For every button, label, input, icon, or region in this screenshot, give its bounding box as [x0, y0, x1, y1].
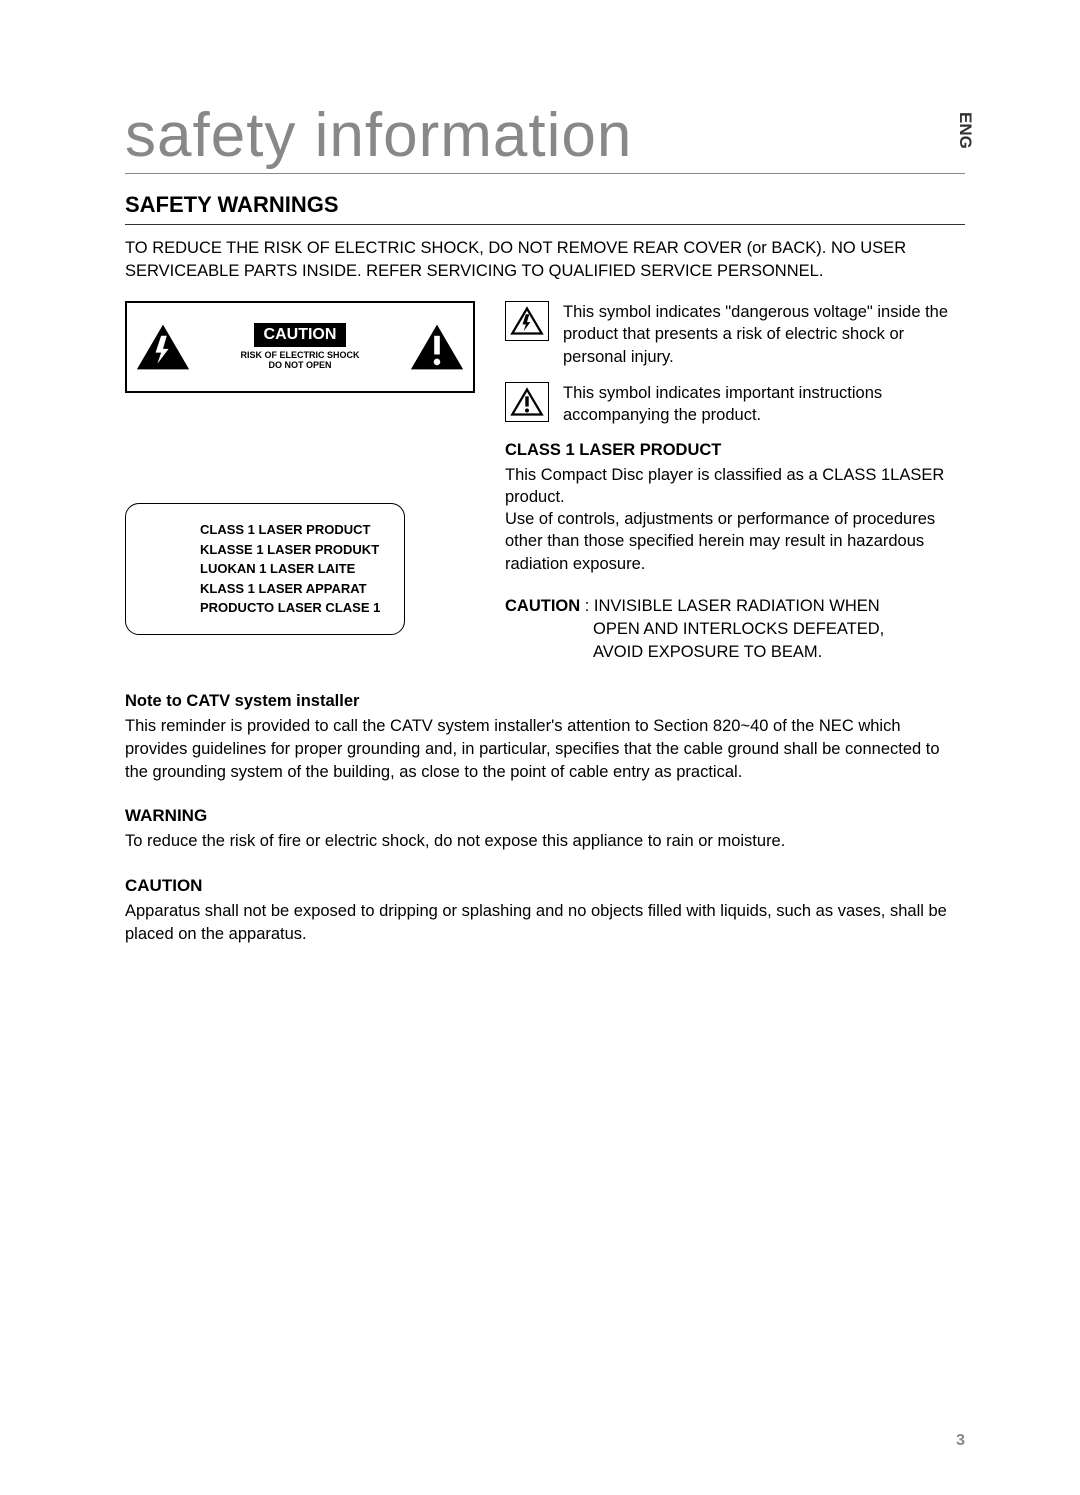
caution-radiation-line2: OPEN AND INTERLOCKS DEFEATED,: [505, 618, 965, 641]
class1-text-1: This Compact Disc player is classified a…: [505, 464, 965, 509]
caution-subtext-2: DO NOT OPEN: [191, 361, 409, 371]
symbol-row-excl: This symbol indicates important instruct…: [505, 382, 965, 427]
caution-radiation-line1: : INVISIBLE LASER RADIATION WHEN: [580, 597, 880, 615]
laser-line-3: LUOKAN 1 LASER LAITE: [200, 559, 380, 579]
caution-center-text: CAUTION RISK OF ELECTRIC SHOCK DO NOT OP…: [191, 323, 409, 371]
caution-radiation-block: CAUTION : INVISIBLE LASER RADIATION WHEN…: [505, 595, 965, 664]
caution-radiation-line3: AVOID EXPOSURE TO BEAM.: [505, 641, 965, 664]
page-number: 3: [956, 1432, 965, 1450]
section-title: SAFETY WARNINGS: [125, 192, 965, 225]
laser-line-4: KLASS 1 LASER APPARAT: [200, 579, 380, 599]
caution-warning-box: CAUTION RISK OF ELECTRIC SHOCK DO NOT OP…: [125, 301, 475, 393]
laser-line-2: KLASSE 1 LASER PRODUKT: [200, 540, 380, 560]
symbol-bolt-text: This symbol indicates "dangerous voltage…: [563, 301, 965, 368]
class1-text-2: Use of controls, adjustments or performa…: [505, 508, 965, 575]
laser-line-1: CLASS 1 LASER PRODUCT: [200, 520, 380, 540]
small-exclamation-icon: [505, 382, 549, 422]
class1-heading: CLASS 1 LASER PRODUCT: [505, 441, 965, 460]
right-column: This symbol indicates "dangerous voltage…: [505, 301, 965, 664]
exclamation-triangle-icon: [409, 322, 465, 372]
language-tab: ENG: [955, 112, 975, 149]
intro-text: TO REDUCE THE RISK OF ELECTRIC SHOCK, DO…: [125, 237, 965, 283]
lightning-triangle-icon: [135, 322, 191, 372]
caution-label: CAUTION: [254, 323, 347, 347]
left-column: CAUTION RISK OF ELECTRIC SHOCK DO NOT OP…: [125, 301, 475, 664]
caution-heading: CAUTION: [125, 876, 965, 896]
two-column-layout: CAUTION RISK OF ELECTRIC SHOCK DO NOT OP…: [125, 301, 965, 664]
warning-text: To reduce the risk of fire or electric s…: [125, 830, 965, 853]
caution-radiation-bold: CAUTION: [505, 597, 580, 615]
symbol-excl-text: This symbol indicates important instruct…: [563, 382, 965, 427]
page-title: safety information: [125, 100, 965, 174]
laser-product-box: CLASS 1 LASER PRODUCT KLASSE 1 LASER PRO…: [125, 503, 405, 635]
laser-line-5: PRODUCTO LASER CLASE 1: [200, 598, 380, 618]
small-lightning-icon: [505, 301, 549, 341]
catv-text: This reminder is provided to call the CA…: [125, 715, 965, 784]
symbol-row-bolt: This symbol indicates "dangerous voltage…: [505, 301, 965, 368]
warning-heading: WARNING: [125, 806, 965, 826]
caution-text: Apparatus shall not be exposed to drippi…: [125, 900, 965, 946]
catv-heading: Note to CATV system installer: [125, 692, 965, 711]
